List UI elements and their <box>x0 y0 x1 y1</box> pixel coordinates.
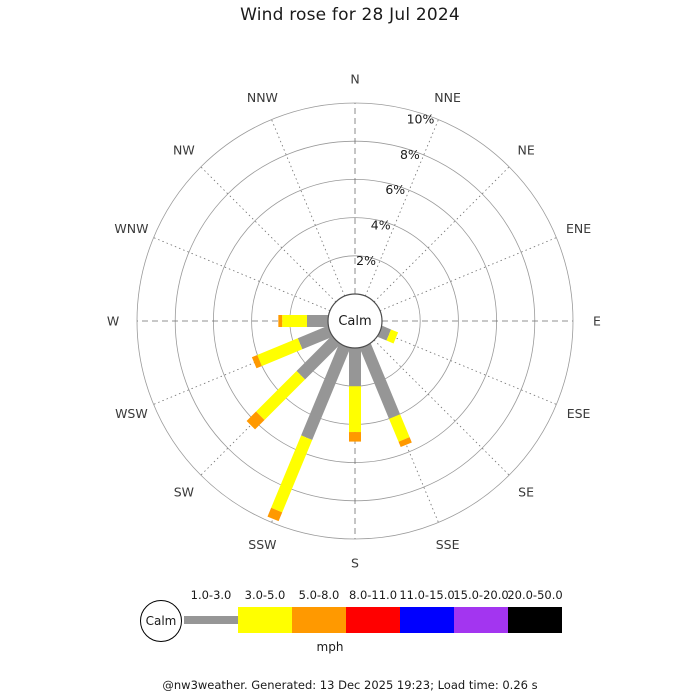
petal-segment-wsw-1.0-3.0 <box>297 325 333 350</box>
legend-unit-label: mph <box>316 640 344 654</box>
footer-credit: @nw3weather. Generated: 13 Dec 2025 19:2… <box>162 678 538 692</box>
petal-segment-wsw-3.0-5.0 <box>257 338 303 367</box>
petal-segment-s-5.0-8.0 <box>349 432 361 442</box>
petal-segment-w-1.0-3.0 <box>306 315 328 327</box>
petal-segment-sw-3.0-5.0 <box>256 370 306 420</box>
legend-band-label-20.0-50.0: 20.0-50.0 <box>507 588 563 602</box>
radial-tick-6: 6% <box>385 182 405 197</box>
direction-label-e: E <box>593 314 601 329</box>
petal-segment-ese-3.0-5.0 <box>386 329 399 344</box>
direction-label-wnw: WNW <box>114 221 148 236</box>
petal-segment-s-1.0-3.0 <box>349 348 361 387</box>
legend-calm-label: Calm <box>145 614 177 628</box>
legend-band-11.0-15.0 <box>400 607 454 633</box>
petal-segment-sw-5.0-8.0 <box>246 411 265 430</box>
grid-spoke-nw <box>200 166 337 303</box>
legend-band-3.0-5.0 <box>238 607 292 633</box>
grid-spoke-ene <box>379 237 557 312</box>
petal-segment-sw-1.0-3.0 <box>296 335 341 380</box>
calm-circle <box>327 293 383 349</box>
radial-tick-labels: 2% 4% 6% 8% 10% <box>356 112 434 268</box>
direction-labels: N NNE NE ENE E ESE SE SSE S SSW SW WSW W WNW NW NNW <box>107 72 601 571</box>
calm-label: Calm <box>338 314 371 329</box>
radial-tick-4: 4% <box>371 218 391 233</box>
direction-label-sw: SW <box>174 485 194 500</box>
grid-spoke-se <box>373 339 510 476</box>
legend-band-label-11.0-15.0: 11.0-15.0 <box>399 588 455 602</box>
legend-band-label-15.0-20.0: 15.0-20.0 <box>453 588 509 602</box>
petal-segment-wsw-5.0-8.0 <box>251 355 262 369</box>
petal-segment-w-3.0-5.0 <box>282 315 307 327</box>
grid-spoke-ne <box>373 166 510 303</box>
radial-tick-10: 10% <box>407 112 435 127</box>
direction-label-n: N <box>350 72 359 87</box>
legend-band-label-8.0-11.0: 8.0-11.0 <box>348 588 398 602</box>
legend-band-15.0-20.0 <box>454 607 508 633</box>
radial-tick-2: 2% <box>356 253 376 268</box>
legend-band-5.0-8.0 <box>292 607 346 633</box>
radial-tick-8: 8% <box>400 147 420 162</box>
wind-petals <box>246 315 412 522</box>
petal-segment-ssw-3.0-5.0 <box>271 435 313 513</box>
grid-spoke-nne <box>364 119 439 297</box>
legend-band-8.0-11.0 <box>346 607 400 633</box>
legend-color-bands <box>184 607 562 633</box>
direction-label-se: SE <box>518 485 534 500</box>
direction-label-nnw: NNW <box>247 90 278 105</box>
legend-band-20.0-50.0 <box>508 607 562 633</box>
wind-rose-plot: N NNE NE ENE E ESE SE SSE S SSW SW WSW W WNW NW NNW 2% 4… <box>107 72 601 571</box>
legend-band-label-1.0-3.0: 1.0-3.0 <box>190 588 232 602</box>
petal-segment-ssw-5.0-8.0 <box>267 507 283 522</box>
direction-label-nne: NNE <box>434 90 461 105</box>
direction-label-s: S <box>351 556 359 571</box>
direction-label-ese: ESE <box>567 406 591 421</box>
petal-segment-w-5.0-8.0 <box>278 315 283 327</box>
direction-label-wsw: WSW <box>115 406 148 421</box>
petal-segment-s-3.0-5.0 <box>349 386 361 433</box>
grid-spoke-nnw <box>271 119 346 297</box>
direction-label-ene: ENE <box>566 221 591 236</box>
direction-label-sse: SSE <box>436 537 460 552</box>
legend-band-label-3.0-5.0: 3.0-5.0 <box>244 588 286 602</box>
direction-label-w: W <box>107 314 119 329</box>
direction-label-nw: NW <box>173 142 195 157</box>
direction-label-ne: NE <box>517 142 534 157</box>
calm-center: Calm <box>327 293 383 349</box>
direction-label-ssw: SSW <box>248 537 276 552</box>
petal-segment-sse-1.0-3.0 <box>359 343 401 419</box>
legend-calm-circle: Calm <box>140 600 182 642</box>
legend: Calm 1.0-3.0 3.0-5.0 5.0-8.0 8.0-11.0 11.0-1… <box>0 588 700 654</box>
legend-band-1.0-3.0 <box>184 616 238 624</box>
grid-spoke-wnw <box>153 237 331 312</box>
petal-segment-sse-5.0-8.0 <box>398 437 412 448</box>
grid-spoke-ese <box>379 330 557 405</box>
petal-segment-ssw-1.0-3.0 <box>301 343 351 440</box>
petal-segment-sse-3.0-5.0 <box>389 414 410 442</box>
legend-band-label-5.0-8.0: 5.0-8.0 <box>298 588 340 602</box>
page-title: Wind rose for 28 Jul 2024 <box>240 5 460 25</box>
